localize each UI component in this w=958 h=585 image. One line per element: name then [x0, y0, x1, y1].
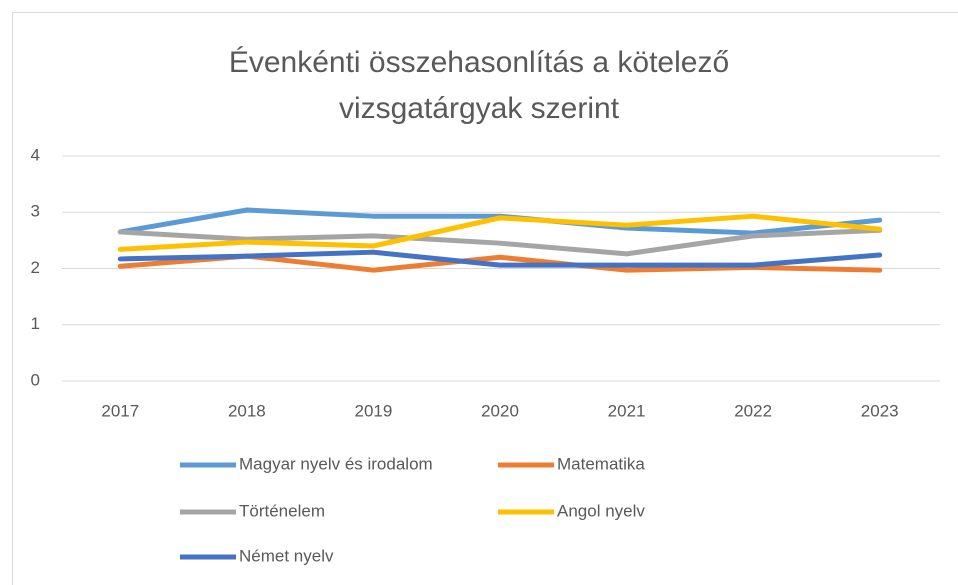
x-tick-label: 2021 — [608, 401, 646, 420]
data-line — [117, 249, 883, 268]
legend-label: Német nyelv — [239, 546, 334, 565]
y-tick-label: 1 — [31, 314, 40, 333]
y-tick-label: 2 — [31, 258, 40, 277]
y-tick-label: 0 — [31, 370, 40, 389]
chart-title: Évenkénti összehasonlítás a kötelező viz… — [228, 46, 730, 125]
legend-label: Történelem — [239, 501, 325, 520]
legend-label: Angol nyelv — [557, 501, 645, 520]
y-tick-label: 4 — [31, 145, 40, 164]
x-tick-label: 2017 — [101, 401, 139, 420]
x-tick-label: 2020 — [481, 401, 519, 420]
data-line — [117, 207, 883, 236]
y-tick-label: 3 — [31, 202, 40, 221]
legend-label: Magyar nyelv és irodalom — [239, 454, 433, 473]
chart-border — [12, 12, 958, 585]
x-tick-label: 2023 — [861, 401, 899, 420]
x-tick-label: 2022 — [734, 401, 772, 420]
x-tick-label: 2018 — [228, 401, 266, 420]
x-tick-label: 2019 — [355, 401, 393, 420]
data-line — [117, 213, 883, 252]
legend-label: Matematika — [557, 454, 645, 473]
data-line — [117, 227, 883, 257]
